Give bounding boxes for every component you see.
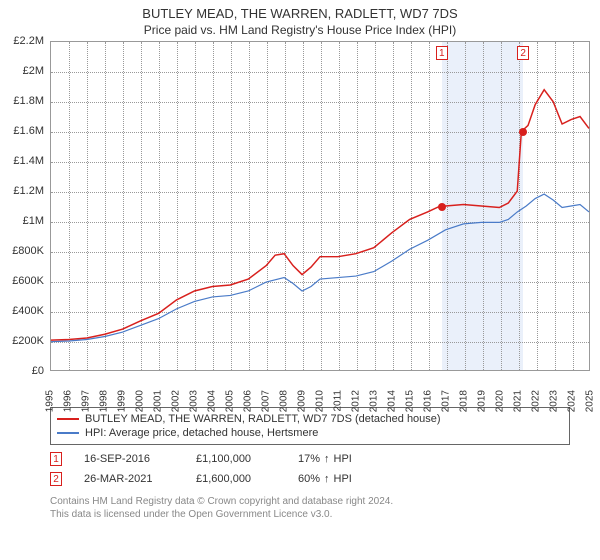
x-tick-label: 2011 — [333, 390, 344, 412]
plot-area: 12 — [50, 41, 590, 371]
x-tick-label: 2006 — [243, 390, 254, 412]
x-tick-label: 1999 — [117, 390, 128, 412]
footer-attribution: Contains HM Land Registry data © Crown c… — [50, 495, 570, 521]
sale-number-box: 2 — [50, 472, 62, 486]
legend-label: HPI: Average price, detached house, Hert… — [85, 427, 318, 439]
sale-marker-dot — [438, 203, 446, 211]
x-tick-label: 2003 — [189, 390, 200, 412]
x-tick-label: 1996 — [63, 390, 74, 412]
y-tick-label: £1M — [23, 215, 44, 227]
y-tick-label: £2M — [23, 65, 44, 77]
x-tick-label: 2022 — [531, 390, 542, 412]
legend-row: HPI: Average price, detached house, Hert… — [57, 426, 563, 440]
y-tick-label: £1.4M — [13, 155, 44, 167]
sales-table: 1 16-SEP-2016 £1,100,000 17% ↑ HPI 2 26-MAR-2… — [50, 449, 570, 489]
x-axis-labels: 1995199619971998199920002001200220032004… — [50, 371, 590, 401]
y-tick-label: £400K — [12, 305, 44, 317]
x-tick-label: 2013 — [369, 390, 380, 412]
y-tick-label: £1.2M — [13, 185, 44, 197]
y-tick-label: £1.6M — [13, 125, 44, 137]
legend-swatch — [57, 432, 79, 434]
x-tick-label: 2008 — [279, 390, 290, 412]
legend-row: BUTLEY MEAD, THE WARREN, RADLETT, WD7 7D… — [57, 412, 563, 426]
line-series-svg — [51, 42, 589, 370]
x-tick-label: 2025 — [585, 390, 596, 412]
x-tick-label: 2023 — [549, 390, 560, 412]
x-tick-label: 2010 — [315, 390, 326, 412]
sale-row: 1 16-SEP-2016 £1,100,000 17% ↑ HPI — [50, 449, 570, 469]
y-tick-label: £1.8M — [13, 95, 44, 107]
x-tick-label: 2002 — [171, 390, 182, 412]
sale-diff: 60% ↑ HPI — [298, 473, 352, 485]
sale-marker-box: 1 — [436, 46, 448, 60]
sale-diff: 17% ↑ HPI — [298, 453, 352, 465]
x-tick-label: 2021 — [513, 390, 524, 412]
x-tick-label: 2014 — [387, 390, 398, 412]
x-tick-label: 2007 — [261, 390, 272, 412]
y-tick-label: £200K — [12, 335, 44, 347]
y-tick-label: £600K — [12, 275, 44, 287]
x-tick-label: 1997 — [81, 390, 92, 412]
sale-row: 2 26-MAR-2021 £1,600,000 60% ↑ HPI — [50, 469, 570, 489]
sale-date: 16-SEP-2016 — [84, 453, 174, 465]
series-price_paid — [51, 90, 589, 340]
y-axis-labels: £0£200K£400K£600K£800K£1M£1.2M£1.4M£1.6M… — [0, 41, 48, 371]
x-tick-label: 1995 — [45, 390, 56, 412]
x-tick-label: 1998 — [99, 390, 110, 412]
x-tick-label: 2012 — [351, 390, 362, 412]
x-tick-label: 2001 — [153, 390, 164, 412]
legend-label: BUTLEY MEAD, THE WARREN, RADLETT, WD7 7D… — [85, 413, 441, 425]
x-tick-label: 2018 — [459, 390, 470, 412]
y-tick-label: £800K — [12, 245, 44, 257]
x-tick-label: 2020 — [495, 390, 506, 412]
x-tick-label: 2000 — [135, 390, 146, 412]
legend-box: BUTLEY MEAD, THE WARREN, RADLETT, WD7 7D… — [50, 407, 570, 445]
x-tick-label: 2024 — [567, 390, 578, 412]
x-tick-label: 2015 — [405, 390, 416, 412]
x-tick-label: 2019 — [477, 390, 488, 412]
x-tick-label: 2004 — [207, 390, 218, 412]
sale-number-box: 1 — [50, 452, 62, 466]
chart-subtitle: Price paid vs. HM Land Registry's House … — [0, 21, 600, 41]
sale-marker-dot — [519, 128, 527, 136]
legend-swatch — [57, 418, 79, 420]
chart-title: BUTLEY MEAD, THE WARREN, RADLETT, WD7 7D… — [0, 0, 600, 21]
sale-price: £1,100,000 — [196, 453, 276, 465]
y-tick-label: £0 — [32, 365, 44, 377]
series-hpi — [51, 194, 589, 342]
sale-price: £1,600,000 — [196, 473, 276, 485]
footer-line-1: Contains HM Land Registry data © Crown c… — [50, 495, 570, 508]
x-tick-label: 2009 — [297, 390, 308, 412]
sale-marker-box: 2 — [517, 46, 529, 60]
footer-line-2: This data is licensed under the Open Gov… — [50, 508, 570, 521]
sale-date: 26-MAR-2021 — [84, 473, 174, 485]
x-tick-label: 2016 — [423, 390, 434, 412]
chart-area: £0 £200K £400K £600K £800K £1M £1.2M £1.4M £1.6M… — [0, 41, 600, 401]
x-tick-label: 2005 — [225, 390, 236, 412]
x-tick-label: 2017 — [441, 390, 452, 412]
y-tick-label: £2.2M — [13, 35, 44, 47]
